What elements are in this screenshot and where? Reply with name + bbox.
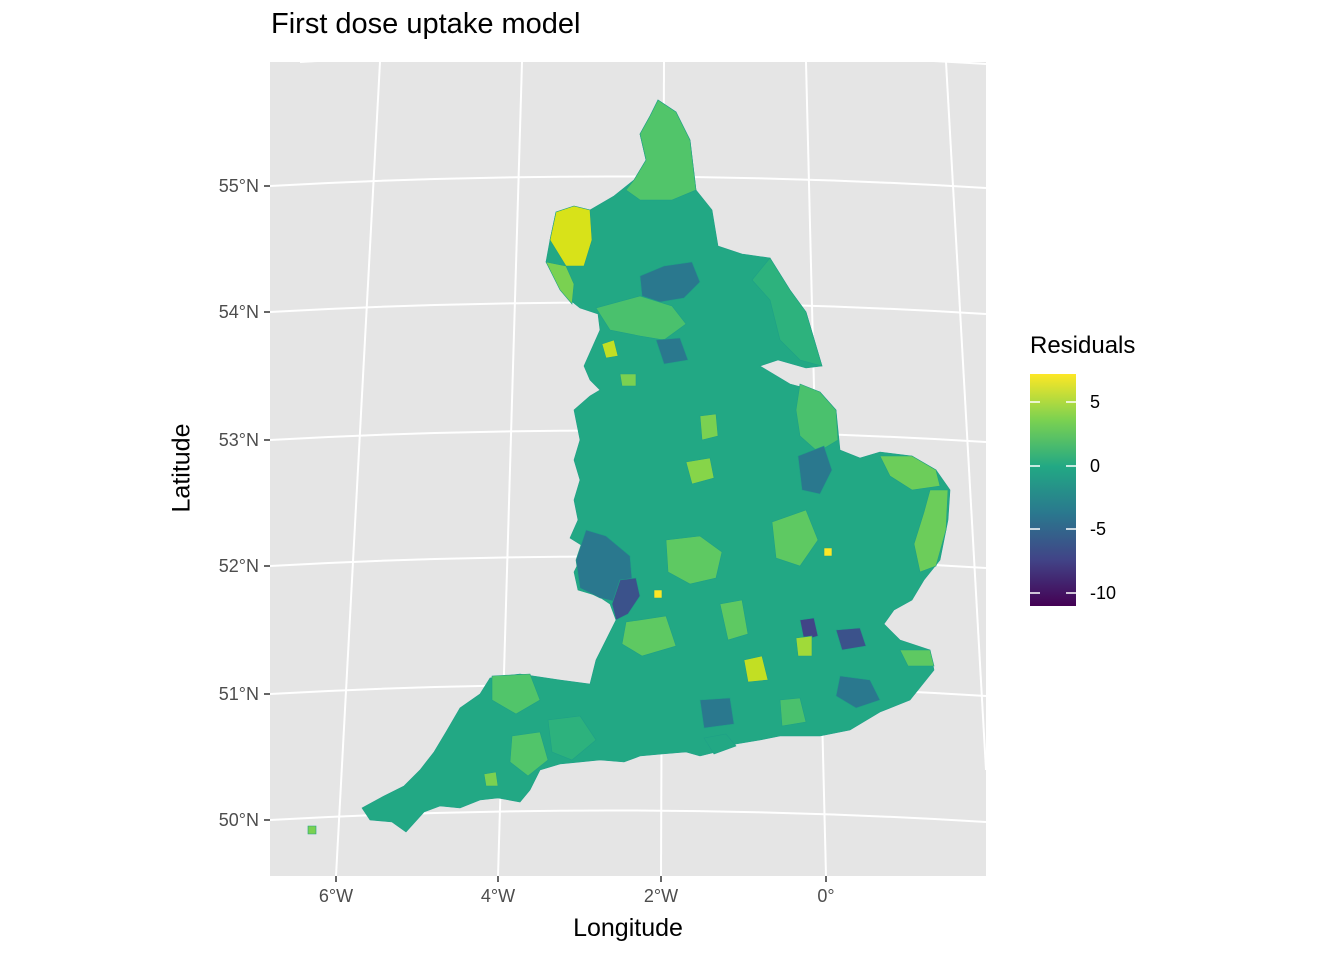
region-yorkshire-east	[751, 257, 823, 367]
region-bristol-dot	[653, 589, 663, 599]
region-thames	[835, 627, 867, 651]
y-tick-label: 50°N	[218, 810, 259, 830]
region-milton	[771, 509, 819, 567]
region-surrey-b	[795, 635, 813, 657]
region-devon-east	[509, 731, 549, 777]
graticule-lon-2e	[945, 62, 986, 771]
england-regions	[307, 99, 951, 835]
region-forest-of-dean	[611, 577, 641, 621]
legend-label: -10	[1090, 583, 1117, 603]
map-title: First dose uptake model	[271, 8, 581, 40]
region-kent-low	[835, 675, 881, 709]
x-tick-label: 2°W	[643, 886, 679, 906]
region-eden	[639, 261, 701, 303]
y-tick-label: 53°N	[218, 430, 259, 450]
region-leicester	[685, 457, 715, 485]
x-tick-label: 4°W	[480, 886, 516, 906]
region-lancs-b	[619, 373, 637, 387]
x-axis-title: Longitude	[573, 914, 683, 942]
y-tick-label: 51°N	[218, 684, 259, 704]
region-wiltshire	[621, 615, 677, 657]
y-tick-label: 54°N	[218, 302, 259, 322]
region-cotswold	[665, 535, 723, 585]
region-london-core	[799, 617, 819, 641]
region-north-dales	[595, 295, 687, 341]
y-axis-title: Latitude	[167, 423, 196, 513]
region-cumbria-west	[549, 205, 593, 267]
graticule-lon-6w	[335, 62, 381, 876]
legend-label: 5	[1090, 392, 1101, 412]
x-tick-label: 0°	[817, 886, 835, 906]
y-tick-label: 55°N	[218, 176, 259, 196]
region-lancs-a	[601, 339, 619, 359]
region-north-norfolk	[879, 455, 941, 491]
x-tick-label: 6°W	[318, 886, 354, 906]
legend-colorbar	[1030, 374, 1076, 606]
region-devon-south	[547, 715, 597, 761]
region-cumbria-coast	[545, 261, 575, 305]
region-fenland	[797, 445, 833, 495]
legend-title: Residuals	[1030, 332, 1136, 359]
region-plymouth	[483, 771, 499, 787]
region-oxford	[719, 599, 749, 641]
region-hampshire	[699, 697, 735, 729]
region-cambs-dot	[823, 547, 833, 557]
region-manchester	[655, 337, 689, 365]
legend-label: 0	[1090, 456, 1101, 476]
region-kent-coast	[899, 649, 935, 667]
region-suffolk	[913, 489, 949, 573]
region-northumberland	[625, 99, 697, 201]
legend-label: -5	[1090, 519, 1107, 539]
region-anglesea-dot	[307, 825, 317, 835]
region-derby	[699, 413, 719, 441]
region-sussex	[779, 697, 807, 727]
region-somerset-north	[491, 673, 541, 715]
graticule-lat-55	[270, 175, 986, 189]
region-surrey-a	[743, 655, 769, 683]
y-tick-label: 52°N	[218, 556, 259, 576]
region-lincolnshire	[795, 383, 839, 453]
region-isle-of-wight	[703, 733, 737, 755]
